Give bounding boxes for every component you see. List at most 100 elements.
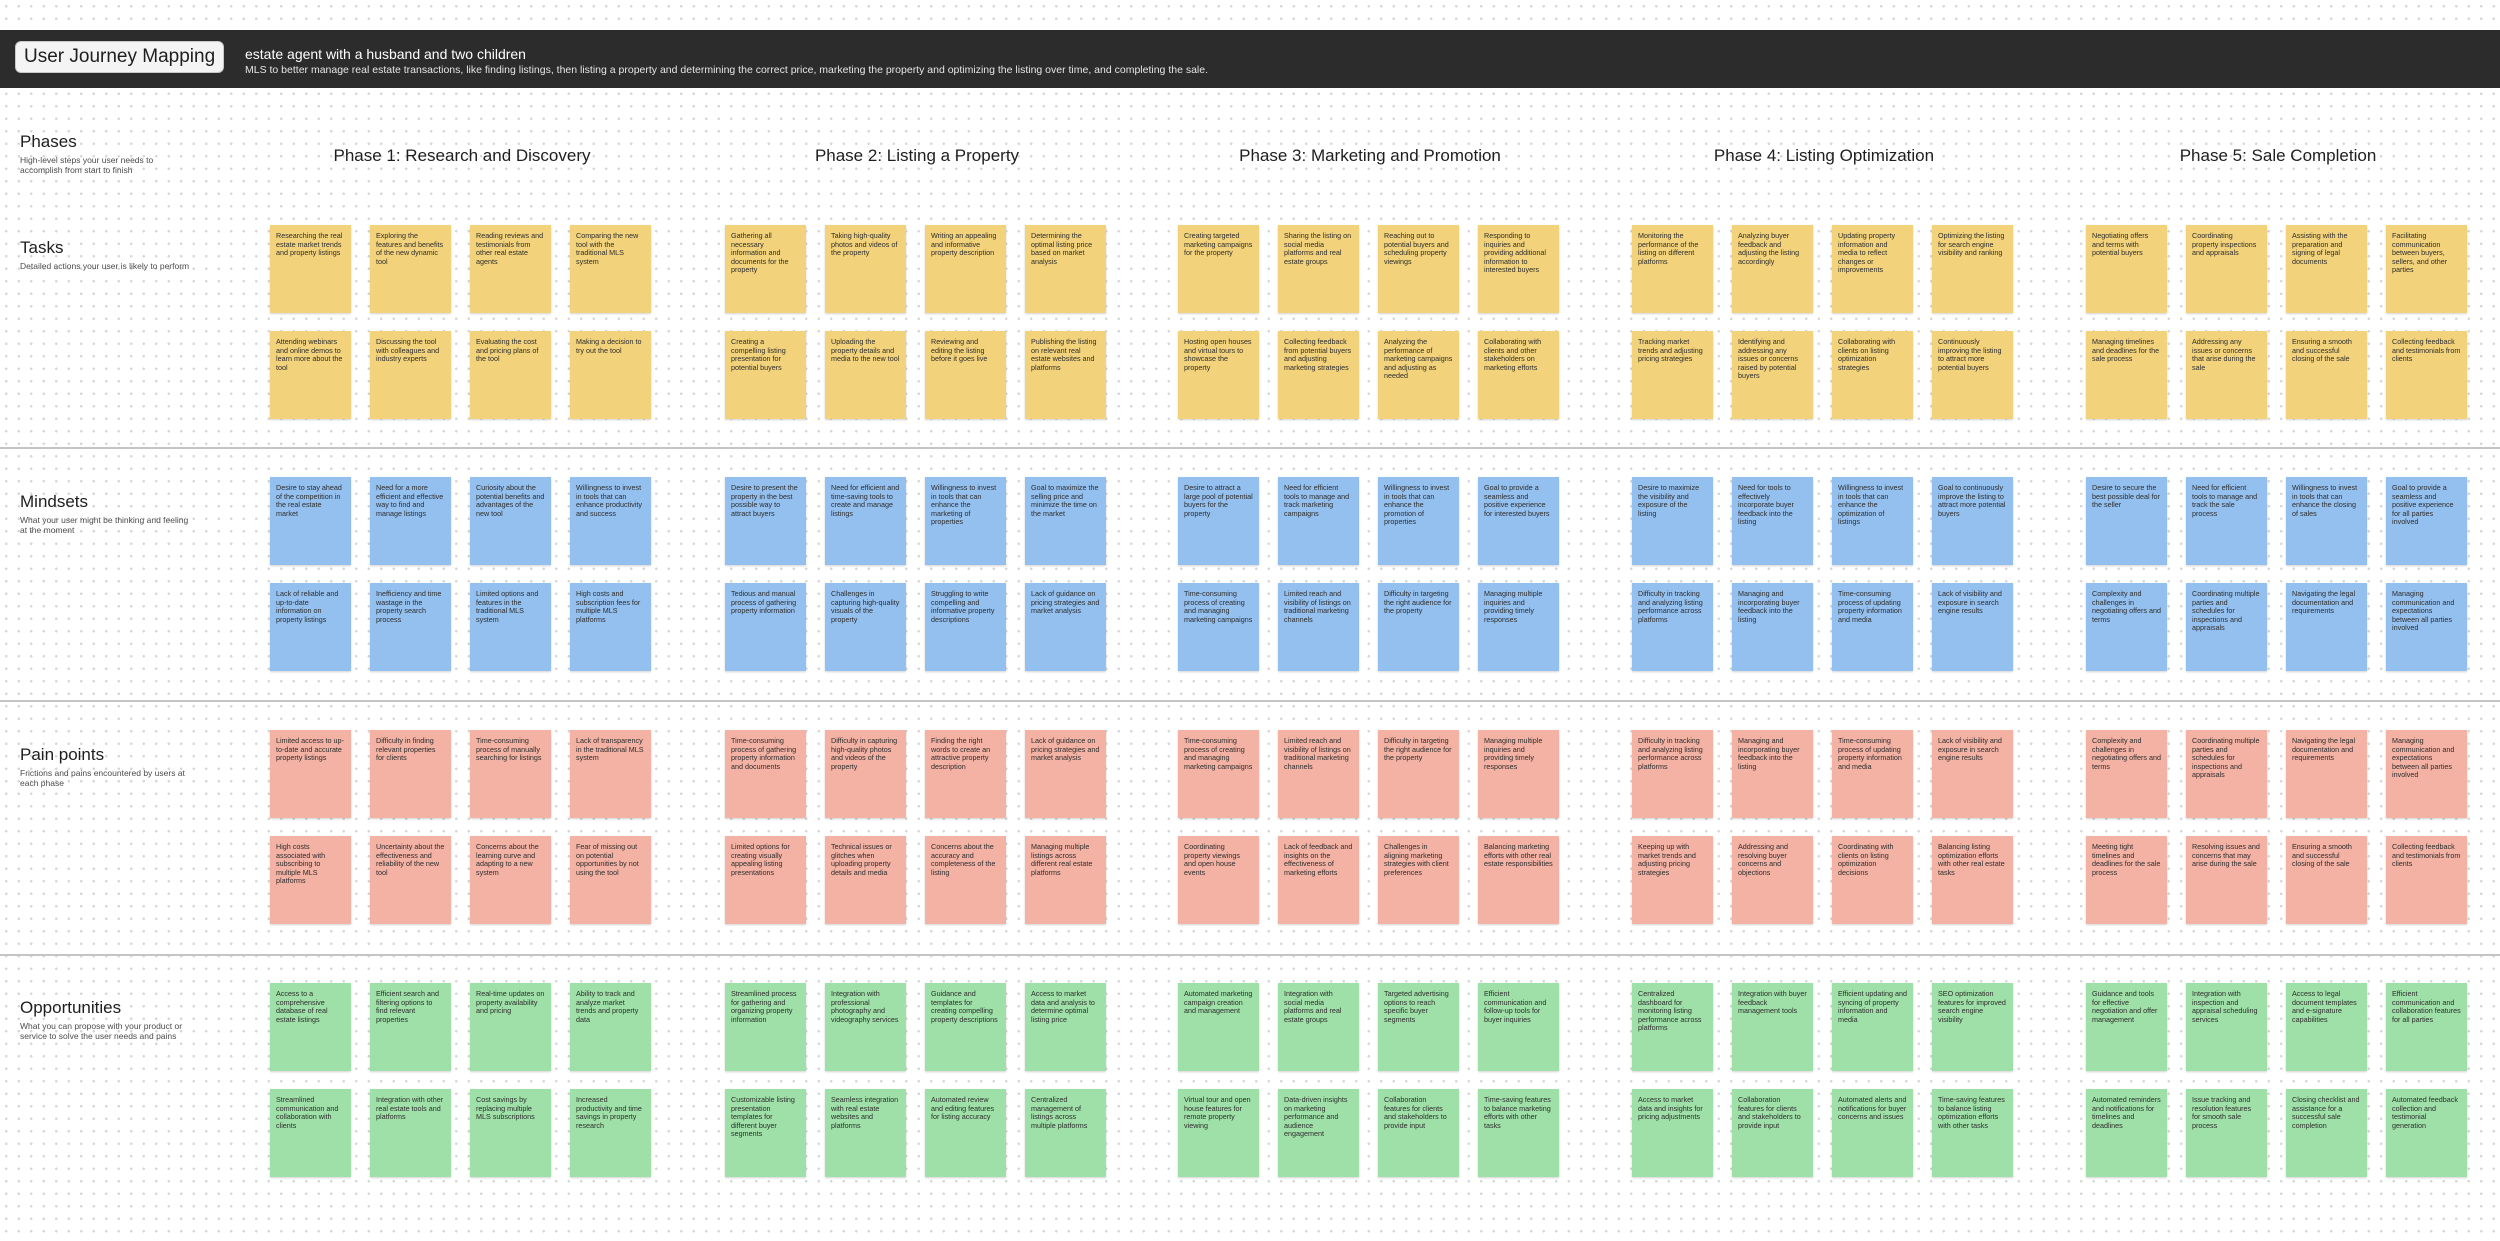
task-sticky[interactable]: Taking high-quality photos and videos of… bbox=[825, 225, 906, 313]
opportunity-sticky[interactable]: Streamlined communication and collaborat… bbox=[270, 1089, 351, 1177]
opportunity-sticky[interactable]: Centralized management of listings acros… bbox=[1025, 1089, 1106, 1177]
pain-point-sticky[interactable]: Limited reach and visibility of listings… bbox=[1278, 730, 1359, 818]
pain-point-sticky[interactable]: Difficulty in tracking and analyzing lis… bbox=[1632, 730, 1713, 818]
mindset-sticky[interactable]: Managing communication and expectations … bbox=[2386, 583, 2467, 671]
opportunity-sticky[interactable]: Increased productivity and time savings … bbox=[570, 1089, 651, 1177]
pain-point-sticky[interactable]: Balancing listing optimization efforts w… bbox=[1932, 836, 2013, 924]
task-sticky[interactable]: Assisting with the preparation and signi… bbox=[2286, 225, 2367, 313]
pain-point-sticky[interactable]: Resolving issues and concerns that may a… bbox=[2186, 836, 2267, 924]
pain-point-sticky[interactable]: Navigating the legal documentation and r… bbox=[2286, 730, 2367, 818]
mindset-sticky[interactable]: Need for efficient and time-saving tools… bbox=[825, 477, 906, 565]
task-sticky[interactable]: Hosting open houses and virtual tours to… bbox=[1178, 331, 1259, 419]
mindset-sticky[interactable]: High costs and subscription fees for mul… bbox=[570, 583, 651, 671]
opportunity-sticky[interactable]: Access to market data and analysis to de… bbox=[1025, 983, 1106, 1071]
task-sticky[interactable]: Monitoring the performance of the listin… bbox=[1632, 225, 1713, 313]
board-title-badge[interactable]: User Journey Mapping bbox=[16, 42, 224, 72]
mindset-sticky[interactable]: Willingness to invest in tools that can … bbox=[1832, 477, 1913, 565]
task-sticky[interactable]: Facilitating communication between buyer… bbox=[2386, 225, 2467, 313]
opportunity-sticky[interactable]: Automated reminders and notifications fo… bbox=[2086, 1089, 2167, 1177]
mindset-sticky[interactable]: Time-consuming process of creating and m… bbox=[1178, 583, 1259, 671]
mindset-sticky[interactable]: Need for a more efficient and effective … bbox=[370, 477, 451, 565]
opportunity-sticky[interactable]: Data-driven insights on marketing perfor… bbox=[1278, 1089, 1359, 1177]
opportunity-sticky[interactable]: Collaboration features for clients and s… bbox=[1732, 1089, 1813, 1177]
mindset-sticky[interactable]: Desire to present the property in the be… bbox=[725, 477, 806, 565]
pain-point-sticky[interactable]: Time-consuming process of creating and m… bbox=[1178, 730, 1259, 818]
pain-point-sticky[interactable]: Difficulty in targeting the right audien… bbox=[1378, 730, 1459, 818]
mindset-sticky[interactable]: Goal to provide a seamless and positive … bbox=[2386, 477, 2467, 565]
opportunity-sticky[interactable]: Automated alerts and notifications for b… bbox=[1832, 1089, 1913, 1177]
pain-point-sticky[interactable]: Collecting feedback and testimonials fro… bbox=[2386, 836, 2467, 924]
task-sticky[interactable]: Managing timelines and deadlines for the… bbox=[2086, 331, 2167, 419]
pain-point-sticky[interactable]: Difficulty in capturing high-quality pho… bbox=[825, 730, 906, 818]
task-sticky[interactable]: Identifying and addressing any issues or… bbox=[1732, 331, 1813, 419]
mindset-sticky[interactable]: Struggling to write compelling and infor… bbox=[925, 583, 1006, 671]
opportunity-sticky[interactable]: Closing checklist and assistance for a s… bbox=[2286, 1089, 2367, 1177]
opportunity-sticky[interactable]: Automated feedback collection and testim… bbox=[2386, 1089, 2467, 1177]
pain-point-sticky[interactable]: Technical issues or glitches when upload… bbox=[825, 836, 906, 924]
mindset-sticky[interactable]: Limited reach and visibility of listings… bbox=[1278, 583, 1359, 671]
pain-point-sticky[interactable]: Meeting tight timelines and deadlines fo… bbox=[2086, 836, 2167, 924]
opportunity-sticky[interactable]: Integration with buyer feedback manageme… bbox=[1732, 983, 1813, 1071]
pain-point-sticky[interactable]: Coordinating property viewings and open … bbox=[1178, 836, 1259, 924]
mindset-sticky[interactable]: Tedious and manual process of gathering … bbox=[725, 583, 806, 671]
task-sticky[interactable]: Collecting feedback and testimonials fro… bbox=[2386, 331, 2467, 419]
mindset-sticky[interactable]: Willingness to invest in tools that can … bbox=[925, 477, 1006, 565]
opportunity-sticky[interactable]: SEO optimization features for improved s… bbox=[1932, 983, 2013, 1071]
task-sticky[interactable]: Negotiating offers and terms with potent… bbox=[2086, 225, 2167, 313]
mindset-sticky[interactable]: Need for efficient tools to manage and t… bbox=[2186, 477, 2267, 565]
mindset-sticky[interactable]: Difficulty in targeting the right audien… bbox=[1378, 583, 1459, 671]
opportunity-sticky[interactable]: Integration with other real estate tools… bbox=[370, 1089, 451, 1177]
pain-point-sticky[interactable]: Managing multiple inquiries and providin… bbox=[1478, 730, 1559, 818]
task-sticky[interactable]: Exploring the features and benefits of t… bbox=[370, 225, 451, 313]
task-sticky[interactable]: Sharing the listing on social media plat… bbox=[1278, 225, 1359, 313]
mindset-sticky[interactable]: Goal to continuously improve the listing… bbox=[1932, 477, 2013, 565]
task-sticky[interactable]: Collecting feedback from potential buyer… bbox=[1278, 331, 1359, 419]
pain-point-sticky[interactable]: High costs associated with subscribing t… bbox=[270, 836, 351, 924]
opportunity-sticky[interactable]: Access to a comprehensive database of re… bbox=[270, 983, 351, 1071]
mindset-sticky[interactable]: Complexity and challenges in negotiating… bbox=[2086, 583, 2167, 671]
mindset-sticky[interactable]: Desire to maximize the visibility and ex… bbox=[1632, 477, 1713, 565]
mindset-sticky[interactable]: Difficulty in tracking and analyzing lis… bbox=[1632, 583, 1713, 671]
pain-point-sticky[interactable]: Managing and incorporating buyer feedbac… bbox=[1732, 730, 1813, 818]
task-sticky[interactable]: Coordinating property inspections and ap… bbox=[2186, 225, 2267, 313]
opportunity-sticky[interactable]: Efficient communication and collaboratio… bbox=[2386, 983, 2467, 1071]
mindset-sticky[interactable]: Managing and incorporating buyer feedbac… bbox=[1732, 583, 1813, 671]
mindset-sticky[interactable]: Lack of reliable and up-to-date informat… bbox=[270, 583, 351, 671]
task-sticky[interactable]: Ensuring a smooth and successful closing… bbox=[2286, 331, 2367, 419]
opportunity-sticky[interactable]: Integration with social media platforms … bbox=[1278, 983, 1359, 1071]
task-sticky[interactable]: Reaching out to potential buyers and sch… bbox=[1378, 225, 1459, 313]
opportunity-sticky[interactable]: Seamless integration with real estate we… bbox=[825, 1089, 906, 1177]
mindset-sticky[interactable]: Goal to provide a seamless and positive … bbox=[1478, 477, 1559, 565]
pain-point-sticky[interactable]: Time-consuming process of manually searc… bbox=[470, 730, 551, 818]
pain-point-sticky[interactable]: Complexity and challenges in negotiating… bbox=[2086, 730, 2167, 818]
pain-point-sticky[interactable]: Time-consuming process of updating prope… bbox=[1832, 730, 1913, 818]
task-sticky[interactable]: Responding to inquiries and providing ad… bbox=[1478, 225, 1559, 313]
opportunity-sticky[interactable]: Guidance and templates for creating comp… bbox=[925, 983, 1006, 1071]
task-sticky[interactable]: Reviewing and editing the listing before… bbox=[925, 331, 1006, 419]
mindset-sticky[interactable]: Time-consuming process of updating prope… bbox=[1832, 583, 1913, 671]
task-sticky[interactable]: Continuously improving the listing to at… bbox=[1932, 331, 2013, 419]
opportunity-sticky[interactable]: Streamlined process for gathering and or… bbox=[725, 983, 806, 1071]
task-sticky[interactable]: Addressing any issues or concerns that a… bbox=[2186, 331, 2267, 419]
opportunity-sticky[interactable]: Automated marketing campaign creation an… bbox=[1178, 983, 1259, 1071]
pain-point-sticky[interactable]: Fear of missing out on potential opportu… bbox=[570, 836, 651, 924]
task-sticky[interactable]: Analyzing the performance of marketing c… bbox=[1378, 331, 1459, 419]
pain-point-sticky[interactable]: Lack of feedback and insights on the eff… bbox=[1278, 836, 1359, 924]
opportunity-sticky[interactable]: Real-time updates on property availabili… bbox=[470, 983, 551, 1071]
mindset-sticky[interactable]: Desire to stay ahead of the competition … bbox=[270, 477, 351, 565]
mindset-sticky[interactable]: Need for tools to effectively incorporat… bbox=[1732, 477, 1813, 565]
task-sticky[interactable]: Publishing the listing on relevant real … bbox=[1025, 331, 1106, 419]
task-sticky[interactable]: Making a decision to try out the tool bbox=[570, 331, 651, 419]
pain-point-sticky[interactable]: Lack of guidance on pricing strategies a… bbox=[1025, 730, 1106, 818]
opportunity-sticky[interactable]: Integration with professional photograph… bbox=[825, 983, 906, 1071]
opportunity-sticky[interactable]: Integration with inspection and appraisa… bbox=[2186, 983, 2267, 1071]
opportunity-sticky[interactable]: Ability to track and analyze market tren… bbox=[570, 983, 651, 1071]
opportunity-sticky[interactable]: Virtual tour and open house features for… bbox=[1178, 1089, 1259, 1177]
mindset-sticky[interactable]: Lack of visibility and exposure in searc… bbox=[1932, 583, 2013, 671]
mindset-sticky[interactable]: Inefficiency and time wastage in the pro… bbox=[370, 583, 451, 671]
opportunity-sticky[interactable]: Cost savings by replacing multiple MLS s… bbox=[470, 1089, 551, 1177]
mindset-sticky[interactable]: Challenges in capturing high-quality vis… bbox=[825, 583, 906, 671]
task-sticky[interactable]: Analyzing buyer feedback and adjusting t… bbox=[1732, 225, 1813, 313]
task-sticky[interactable]: Tracking market trends and adjusting pri… bbox=[1632, 331, 1713, 419]
pain-point-sticky[interactable]: Limited access to up-to-date and accurat… bbox=[270, 730, 351, 818]
